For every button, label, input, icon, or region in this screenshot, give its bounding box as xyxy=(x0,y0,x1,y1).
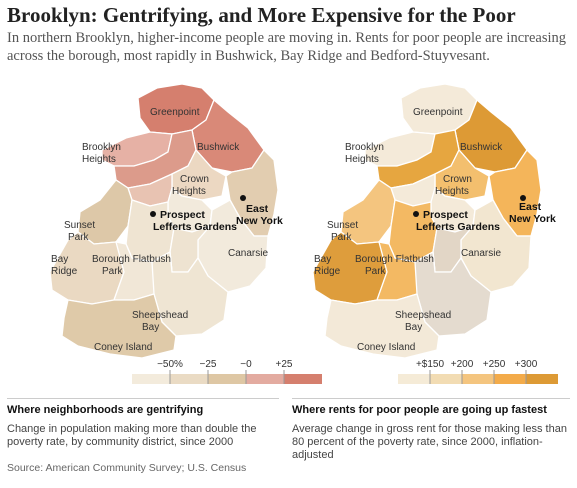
label-bushwick: Bushwick xyxy=(197,142,240,153)
legend-right-swatch-3 xyxy=(462,374,494,384)
left-caption: Where neighborhoods are gentrifying Chan… xyxy=(7,404,267,449)
label-brooklyn: Brooklyn xyxy=(82,142,121,153)
legend-right-tick-3: +250 xyxy=(483,359,506,370)
legend-right-swatch-1 xyxy=(398,374,430,384)
label-crown-heights: Heights xyxy=(172,186,206,197)
label-heights-r: Heights xyxy=(345,154,379,165)
label-sheepshead-bay-r: Bay xyxy=(405,322,422,333)
label-brooklyn-r: Brooklyn xyxy=(345,142,384,153)
left-map: Greenpoint Bushwick Brooklyn Heights Cro… xyxy=(49,83,283,359)
legend-right-tick-4: +300 xyxy=(515,359,538,370)
legend-left-swatch-1 xyxy=(132,374,170,384)
left-caption-heading: Where neighborhoods are gentrifying xyxy=(7,404,204,416)
left-caption-divider xyxy=(7,398,279,399)
legend-left-tick-4: +25 xyxy=(276,359,293,370)
label-bay-r: Bay xyxy=(314,254,331,265)
label-bushwick-r: Bushwick xyxy=(460,142,503,153)
label-crown: Crown xyxy=(180,174,209,185)
right-caption-divider xyxy=(292,398,570,399)
right-caption-body: Average change in gross rent for those m… xyxy=(292,423,567,461)
chart-title: Brooklyn: Gentrifying, and More Expensiv… xyxy=(7,3,516,27)
legend-right-swatch-4 xyxy=(494,374,526,384)
right-caption-heading: Where rents for poor people are going up… xyxy=(292,404,547,416)
legend-right-swatch-5 xyxy=(526,374,558,384)
label-sunset: Sunset xyxy=(64,220,95,231)
legend-left-tick-2: −25 xyxy=(200,359,217,370)
label-sunset-r: Sunset xyxy=(327,220,358,231)
marker-east-new-york-r xyxy=(520,195,526,201)
legend-right-tick-1: +$150 xyxy=(416,359,445,370)
label-new-york: New York xyxy=(236,215,283,227)
label-crown-r: Crown xyxy=(443,174,472,185)
label-greenpoint-r: Greenpoint xyxy=(413,107,463,118)
legend-right-swatch-2 xyxy=(430,374,462,384)
right-legend: +$150 +200 +250 +300 xyxy=(398,359,558,384)
label-east-r: East xyxy=(519,201,542,213)
chart-subtitle: In northern Brooklyn, higher-income peop… xyxy=(7,30,567,64)
label-ridge: Ridge xyxy=(51,266,78,277)
legend-left-swatch-3 xyxy=(208,374,246,384)
marker-east-new-york xyxy=(240,195,246,201)
label-sheepshead-r: Sheepshead xyxy=(395,310,451,321)
right-caption: Where rents for poor people are going up… xyxy=(292,404,567,462)
label-ridge-r: Ridge xyxy=(314,266,341,277)
label-coney-r: Coney Island xyxy=(357,342,415,353)
label-prospect-r: Prospect xyxy=(423,209,468,221)
label-borough-park-r: Park xyxy=(365,266,387,277)
left-legend: −50% −25 −0 +25 xyxy=(132,359,322,384)
legend-left-swatch-2 xyxy=(170,374,208,384)
marker-prospect xyxy=(150,211,156,217)
label-lefferts-r: Lefferts Gardens xyxy=(416,221,500,233)
label-greenpoint: Greenpoint xyxy=(150,107,200,118)
legend-left-tick-1: −50% xyxy=(157,359,183,370)
label-sheepshead: Sheepshead xyxy=(132,310,188,321)
label-borough: Borough Flatbush xyxy=(92,254,171,265)
left-caption-body: Change in population making more than do… xyxy=(7,423,257,448)
label-coney: Coney Island xyxy=(94,342,152,353)
label-canarsie-r: Canarsie xyxy=(461,248,501,259)
label-sunset-park: Park xyxy=(68,232,90,243)
label-bay: Bay xyxy=(51,254,68,265)
label-borough-park: Park xyxy=(102,266,124,277)
label-sheepshead-bay: Bay xyxy=(142,322,159,333)
label-canarsie: Canarsie xyxy=(228,248,268,259)
label-lefferts: Lefferts Gardens xyxy=(153,221,237,233)
marker-prospect-r xyxy=(413,211,419,217)
label-east: East xyxy=(246,203,269,215)
source-note: Source: American Community Survey; U.S. … xyxy=(7,462,247,474)
label-heights: Heights xyxy=(82,154,116,165)
label-prospect: Prospect xyxy=(160,209,205,221)
legend-left-swatch-4 xyxy=(246,374,284,384)
legend-left-swatch-5 xyxy=(284,374,322,384)
right-map: Greenpoint Bushwick Brooklyn Heights Cro… xyxy=(312,83,556,359)
label-crown-heights-r: Heights xyxy=(435,186,469,197)
legend-right-tick-2: +200 xyxy=(451,359,474,370)
label-new-york-r: New York xyxy=(509,213,556,225)
label-borough-r: Borough Flatbush xyxy=(355,254,434,265)
legend-left-tick-3: −0 xyxy=(240,359,252,370)
label-sunset-park-r: Park xyxy=(331,232,353,243)
